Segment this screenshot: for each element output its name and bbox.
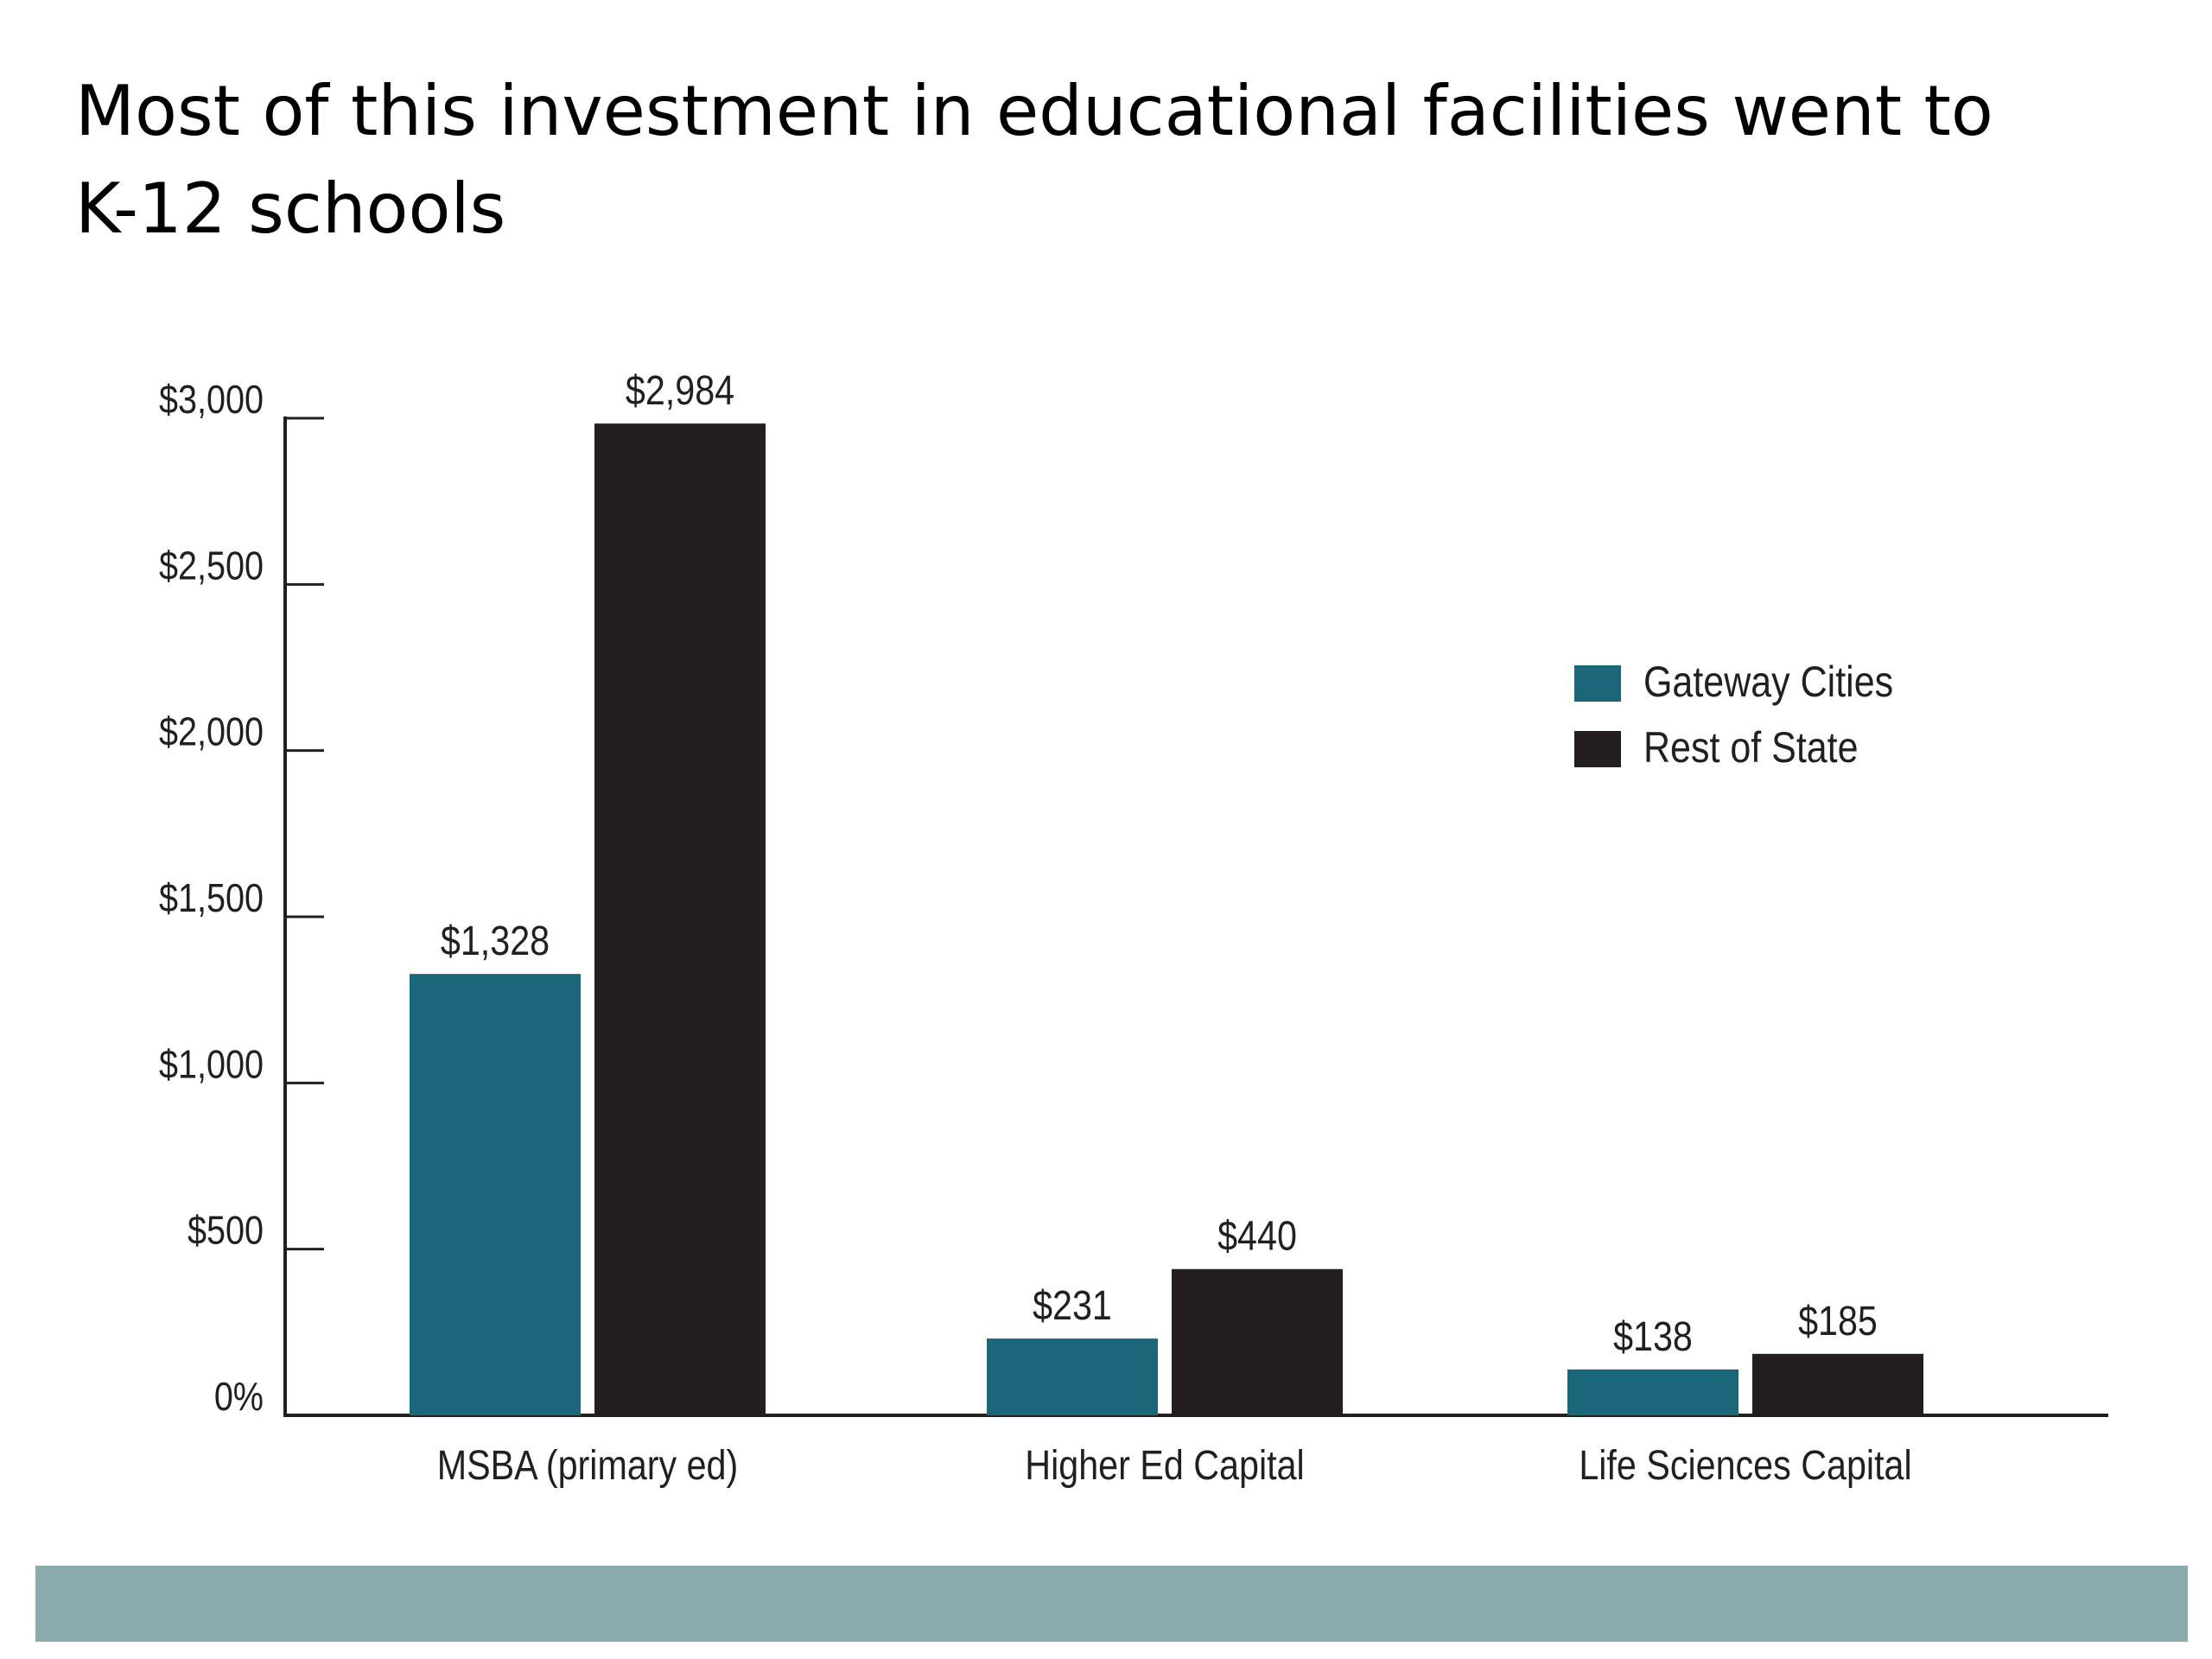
y-tick-label: $1,500	[159, 876, 264, 920]
bar	[1172, 1268, 1343, 1415]
footer-bar	[35, 1566, 2188, 1642]
bar	[410, 974, 581, 1415]
bar	[1567, 1369, 1738, 1415]
slide-title-line-1: Most of this investment in educational f…	[75, 71, 1993, 151]
chart-bars	[410, 423, 1923, 1415]
bar	[594, 423, 766, 1415]
bar-value-label: $2,984	[626, 367, 734, 414]
x-category-label: Higher Ed Capital	[1025, 1442, 1304, 1489]
legend-swatch	[1574, 731, 1621, 767]
y-tick-label: $2,500	[159, 544, 264, 588]
y-tick-label: $2,000	[159, 710, 264, 754]
bar-value-label: $185	[1798, 1298, 1878, 1344]
bar	[1752, 1353, 1923, 1415]
bar	[987, 1338, 1158, 1415]
chart-legend: Gateway Cities Rest of State	[1574, 658, 1893, 772]
y-tick-label: $3,000	[159, 378, 264, 422]
legend-label: Gateway Cities	[1643, 658, 1893, 706]
bar-value-label: $440	[1217, 1213, 1297, 1260]
y-tick-label: 0%	[214, 1375, 264, 1419]
bar-value-label: $231	[1033, 1282, 1112, 1329]
bar-value-label: $138	[1613, 1313, 1693, 1360]
y-tick-label: $500	[188, 1209, 264, 1253]
bar-value-label: $1,328	[441, 918, 550, 964]
y-tick-label: $1,000	[159, 1043, 264, 1087]
slide-title-line-2: K-12 schools	[75, 168, 506, 249]
chart-labels: $1,328 $231 $138 $2,984 $440 $185 MSBA (primar…	[437, 367, 1912, 1488]
slide-title: Most of this investment in educational f…	[75, 62, 2132, 257]
legend-label: Rest of State	[1643, 723, 1859, 772]
x-category-label: Life Sciences Capital	[1579, 1442, 1911, 1489]
chart-axes: 0% $500 $1,000 $1,500 $2,000 $2,500 $3,000	[159, 378, 2108, 1420]
x-category-label: MSBA (primary ed)	[437, 1442, 739, 1489]
legend-swatch	[1574, 665, 1621, 702]
